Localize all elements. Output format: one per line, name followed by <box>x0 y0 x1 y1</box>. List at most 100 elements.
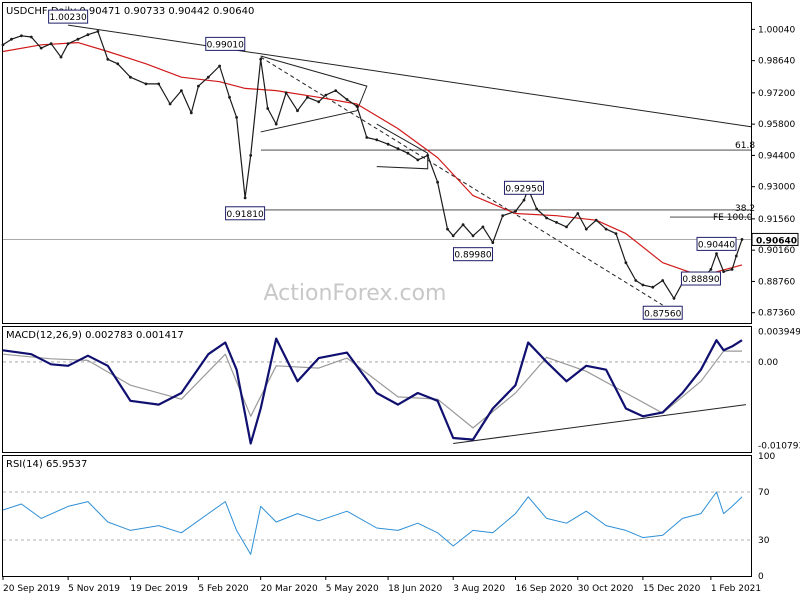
level-labels: 1.00230 0.99010 0.91810 0.92950 0.89980 0.904… <box>48 9 737 320</box>
rsi-panel <box>2 455 752 577</box>
price-point <box>641 283 645 287</box>
level-label-4: 0.89980 <box>454 251 491 261</box>
price-point <box>249 154 253 157</box>
price-point <box>672 297 676 300</box>
price-point <box>624 261 628 265</box>
price-point <box>197 84 200 88</box>
x-tick-label-9: 30 Oct 2020 <box>578 584 634 594</box>
price-point <box>555 221 558 224</box>
price-point <box>396 147 400 151</box>
price-point <box>259 57 263 61</box>
price-point <box>1 43 5 47</box>
price-point <box>614 232 618 236</box>
price-point <box>604 227 608 231</box>
watermark: ActionForex.com <box>264 281 447 306</box>
rsi-tick-label-0: 100 <box>758 452 775 462</box>
price-point <box>49 42 53 46</box>
price-point <box>274 122 278 126</box>
price-point <box>734 254 738 258</box>
price-point <box>461 223 465 227</box>
price-point <box>66 42 70 46</box>
price-point <box>406 151 410 155</box>
price-tick-label-7: 0.90160 <box>758 246 795 256</box>
price-point <box>189 111 193 115</box>
macd-panel <box>2 326 752 453</box>
level-label-box-6 <box>680 271 721 286</box>
x-tick-label-10: 15 Dec 2020 <box>643 584 701 594</box>
price-point <box>740 238 744 241</box>
last-price-label: 0.90640 <box>756 236 797 246</box>
price-point <box>446 227 449 231</box>
price-tick-label-8: 0.88760 <box>758 277 795 287</box>
price-point <box>355 104 359 108</box>
axis-labels: 1.00040 0.98640 0.97200 0.95800 0.94400 0.930… <box>2 25 800 594</box>
level-label-3: 0.92950 <box>505 184 542 194</box>
price-point <box>722 270 725 273</box>
price-point <box>39 46 43 50</box>
price-point <box>491 241 495 245</box>
ohlc-high: 0.90733 <box>124 6 165 17</box>
level-label-2: 0.91810 <box>226 210 263 220</box>
price-point <box>514 209 517 213</box>
level-label-box-5 <box>696 236 737 251</box>
level-label-0: 1.00230 <box>50 13 87 23</box>
price-point <box>451 234 455 238</box>
price-point <box>157 82 161 86</box>
price-point <box>324 93 328 97</box>
price-point <box>709 268 713 271</box>
ohlc-low: 0.90442 <box>168 6 209 17</box>
price-point <box>10 37 13 41</box>
price-panel <box>2 2 752 324</box>
instrument-name: USDCHF <box>6 6 48 17</box>
price-point <box>317 100 321 104</box>
price-point <box>661 279 665 282</box>
price-tick-label-9: 0.87360 <box>758 309 795 319</box>
level-label-7: 0.87560 <box>644 309 681 319</box>
x-tick-label-5: 5 May 2020 <box>326 584 379 594</box>
rsi-series-layer <box>2 491 743 555</box>
x-tick-label-0: 20 Sep 2019 <box>3 584 60 594</box>
price-point <box>365 136 369 139</box>
ohlc-close: 0.90640 <box>213 6 254 17</box>
macd-title: MACD(12,26,9) 0.002783 0.001417 <box>6 330 184 341</box>
triangle-pattern <box>260 55 368 133</box>
price-point <box>471 234 475 238</box>
price-point <box>535 207 539 211</box>
price-tick-label-3: 0.95800 <box>758 120 795 130</box>
price-point <box>20 34 23 38</box>
price-point <box>584 227 588 231</box>
price-point <box>284 91 288 95</box>
level-label-box-7 <box>642 305 683 320</box>
price-point <box>228 95 231 99</box>
x-tick-label-7: 3 Aug 2020 <box>453 584 505 594</box>
level-label-box-0 <box>48 9 89 24</box>
price-point <box>436 180 439 184</box>
price-tick-label-4: 0.94400 <box>758 151 795 161</box>
macd-line <box>2 337 743 445</box>
price-point <box>180 89 183 92</box>
price-point <box>334 89 338 92</box>
price-point <box>576 212 580 215</box>
fib-618-label: 61.8 <box>735 141 755 151</box>
price-point <box>144 82 148 86</box>
macd-signal-line <box>2 350 742 429</box>
macd-tick-label-0: 0.003949 <box>758 327 800 337</box>
price-point <box>218 64 222 68</box>
x-tick-label-4: 20 Mar 2020 <box>261 584 318 594</box>
price-point <box>96 30 100 33</box>
moving-average-line <box>2 42 743 277</box>
price-point <box>416 158 420 162</box>
channel-pattern <box>376 123 429 170</box>
price-point <box>651 285 655 289</box>
rsi-tick-label-2: 30 <box>758 536 770 546</box>
x-tick-label-1: 5 Nov 2019 <box>68 584 120 594</box>
price-header: USDCHF Daily 0.90471 0.90733 0.90442 0.9… <box>6 6 254 17</box>
price-point <box>116 62 120 66</box>
level-label-box-4 <box>453 247 494 262</box>
fib-382-label: 38.2 <box>735 204 755 214</box>
level-label-box-3 <box>503 180 544 195</box>
price-point <box>235 116 239 119</box>
level-label-box-1 <box>205 36 246 51</box>
price-point <box>243 196 247 200</box>
